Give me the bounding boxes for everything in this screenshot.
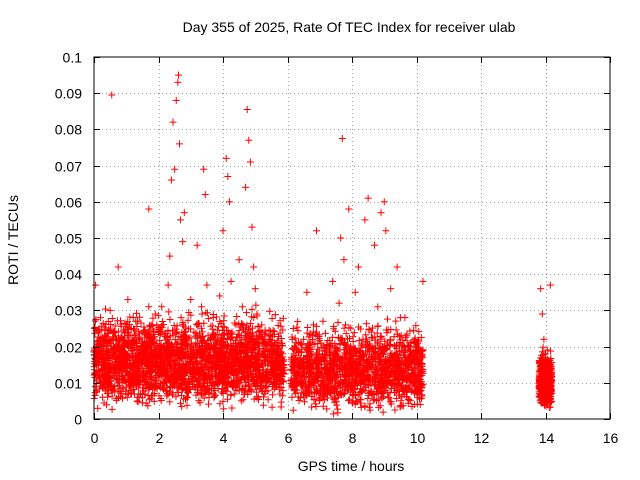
data-point bbox=[197, 324, 205, 332]
y-tick-label: 0.01 bbox=[55, 376, 82, 392]
data-point bbox=[91, 383, 99, 391]
data-point bbox=[183, 393, 191, 401]
y-tick-label: 0.1 bbox=[63, 50, 83, 66]
data-point bbox=[108, 314, 116, 322]
data-point bbox=[123, 393, 131, 401]
data-point bbox=[190, 344, 198, 352]
data-point bbox=[233, 313, 241, 321]
data-point bbox=[279, 387, 287, 395]
x-tick-label: 14 bbox=[539, 430, 555, 446]
data-point bbox=[219, 323, 227, 331]
data-point bbox=[215, 330, 223, 338]
y-tick-label: 0 bbox=[74, 412, 82, 428]
x-tick-label: 0 bbox=[91, 430, 99, 446]
data-point bbox=[210, 390, 218, 398]
y-tick-label: 0.03 bbox=[55, 303, 82, 319]
data-point bbox=[138, 390, 146, 398]
data-point bbox=[268, 314, 276, 322]
data-point bbox=[251, 383, 259, 391]
data-point bbox=[274, 321, 282, 329]
x-axis-label: GPS time / hours bbox=[298, 458, 405, 474]
data-point bbox=[242, 309, 250, 317]
x-tick-label: 2 bbox=[156, 430, 164, 446]
data-point bbox=[103, 401, 111, 409]
x-tick-label: 16 bbox=[603, 430, 619, 446]
data-point bbox=[224, 395, 232, 403]
data-point bbox=[252, 388, 260, 396]
x-tick-label: 8 bbox=[349, 430, 357, 446]
data-point bbox=[259, 401, 267, 409]
data-point bbox=[104, 393, 112, 401]
data-point bbox=[205, 315, 213, 323]
x-tick-label: 12 bbox=[474, 430, 490, 446]
x-tick-label: 6 bbox=[285, 430, 293, 446]
data-point bbox=[260, 393, 268, 401]
data-point bbox=[253, 394, 261, 402]
data-point bbox=[151, 310, 159, 318]
data-point bbox=[109, 333, 117, 341]
data-point bbox=[159, 317, 167, 325]
data-point bbox=[127, 324, 135, 332]
data-point bbox=[108, 405, 116, 413]
data-point bbox=[111, 322, 119, 330]
data-point bbox=[176, 399, 184, 407]
y-tick-label: 0.09 bbox=[55, 86, 82, 102]
data-point bbox=[274, 333, 282, 341]
data-point bbox=[266, 307, 274, 315]
data-point bbox=[212, 313, 220, 321]
data-point bbox=[228, 404, 236, 412]
data-point bbox=[216, 318, 224, 326]
data-point bbox=[164, 390, 172, 398]
data-point bbox=[145, 303, 153, 311]
data-point bbox=[262, 382, 270, 390]
data-point bbox=[145, 396, 153, 404]
data-point bbox=[150, 397, 158, 405]
y-tick-label: 0.02 bbox=[55, 340, 82, 356]
data-point bbox=[270, 331, 278, 339]
data-point bbox=[205, 400, 213, 408]
data-point bbox=[172, 393, 180, 401]
y-tick-label: 0.04 bbox=[55, 267, 82, 283]
data-point bbox=[166, 398, 174, 406]
data-point bbox=[144, 402, 152, 410]
x-tick-label: 10 bbox=[410, 430, 426, 446]
y-axis-label: ROTI / TECUs bbox=[5, 195, 21, 285]
data-point bbox=[113, 317, 121, 325]
data-point bbox=[134, 398, 142, 406]
data-point bbox=[159, 320, 167, 328]
data-point bbox=[132, 309, 140, 317]
y-tick-label: 0.08 bbox=[55, 122, 82, 138]
y-tick-label: 0.06 bbox=[55, 195, 82, 211]
data-point bbox=[269, 391, 277, 399]
data-point bbox=[149, 314, 157, 322]
data-point bbox=[136, 313, 144, 321]
y-tick-label: 0.07 bbox=[55, 159, 82, 175]
data-point bbox=[117, 320, 125, 328]
data-point bbox=[172, 340, 180, 348]
data-point bbox=[199, 332, 207, 340]
data-point bbox=[264, 396, 272, 404]
chart-title: Day 355 of 2025, Rate Of TEC Index for r… bbox=[183, 19, 516, 35]
grid-lines bbox=[94, 57, 610, 419]
data-point bbox=[165, 308, 173, 316]
data-point bbox=[223, 336, 231, 344]
data-point bbox=[195, 330, 203, 338]
data-point bbox=[101, 305, 109, 313]
data-point bbox=[204, 331, 212, 339]
data-point bbox=[252, 331, 260, 339]
data-points bbox=[90, 71, 556, 418]
data-point bbox=[263, 341, 271, 349]
y-tick-label: 0.05 bbox=[55, 231, 82, 247]
x-tick-label: 4 bbox=[220, 430, 228, 446]
data-point bbox=[220, 405, 228, 413]
data-point bbox=[252, 301, 260, 309]
data-point bbox=[239, 396, 247, 404]
